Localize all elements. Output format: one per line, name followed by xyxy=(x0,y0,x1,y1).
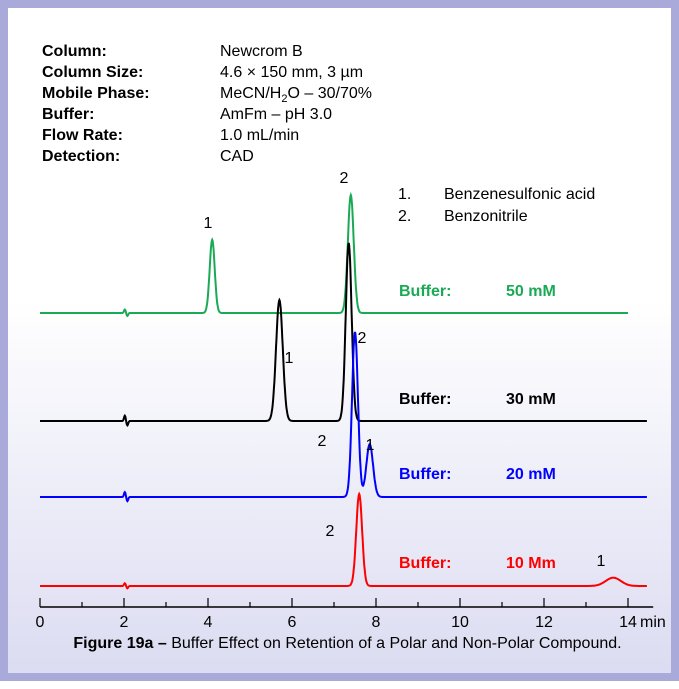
x-tick-label: 2 xyxy=(120,614,129,631)
trace-30-mm xyxy=(40,242,647,428)
x-tick-label: 8 xyxy=(372,614,381,631)
condition-value-column-size: 4.6 × 150 mm, 3 µm xyxy=(220,64,363,81)
condition-label-column-size: Column Size: xyxy=(42,64,143,81)
figure-caption: Figure 19a – Buffer Effect on Retention … xyxy=(28,634,667,654)
condition-label-column: Column: xyxy=(42,43,107,60)
peak-label-3-2: 2 xyxy=(318,433,327,450)
condition-label-flow-rate: Flow Rate: xyxy=(42,127,123,144)
peak-label-3-1: 1 xyxy=(366,437,375,454)
trace-50-mm xyxy=(40,191,628,318)
x-tick-label: 10 xyxy=(451,614,469,631)
peak-label-2-1: 1 xyxy=(285,350,294,367)
peak-legend: 1. Benzenesulfonic acid 2. Benzonitrile xyxy=(398,186,595,225)
series-buffer-label: Buffer: xyxy=(399,283,451,300)
peak-label-4-1: 1 xyxy=(597,553,606,570)
peak-legend-num-2: 2. xyxy=(398,208,411,225)
series-concentration-label: 20 mM xyxy=(506,466,556,483)
series-concentration-label: 30 mM xyxy=(506,391,556,408)
mobile-phase-post: O – 30/70% xyxy=(287,85,372,102)
x-tick-label: 0 xyxy=(36,614,45,631)
trace-10-mm xyxy=(40,491,647,590)
peak-label-4-2: 2 xyxy=(326,523,335,540)
x-axis-unit-label: min xyxy=(640,614,666,631)
peak-legend-num-1: 1. xyxy=(398,186,411,203)
mobile-phase-pre: MeCN/H xyxy=(220,85,281,102)
x-tick-label: 14 xyxy=(619,614,637,631)
condition-label-mobile-phase: Mobile Phase: xyxy=(42,85,150,102)
caption-text: Buffer Effect on Retention of a Polar an… xyxy=(166,635,622,652)
chart-svg: Column: Newcrom B Column Size: 4.6 × 150… xyxy=(36,43,666,631)
mobile-phase-sub: 2 xyxy=(281,93,287,105)
trace-20-mm xyxy=(40,331,647,503)
series-labels: Buffer: 50 mM Buffer: 30 mM Buffer: 20 mM Buff… xyxy=(399,283,556,572)
series-concentration-label: 10 Mm xyxy=(506,555,556,572)
condition-value-flow-rate: 1.0 mL/min xyxy=(220,127,299,144)
peak-label-1-2: 2 xyxy=(340,170,349,187)
peak-legend-name-2: Benzonitrile xyxy=(444,208,528,225)
conditions-block: Column: Newcrom B Column Size: 4.6 × 150… xyxy=(42,43,372,165)
x-axis: 0 2 4 6 8 10 12 14 min xyxy=(36,598,666,631)
series-buffer-label: Buffer: xyxy=(399,555,451,572)
series-concentration-label: 50 mM xyxy=(506,283,556,300)
x-tick-label: 12 xyxy=(535,614,553,631)
x-tick-label: 4 xyxy=(204,614,213,631)
chromatogram-traces xyxy=(40,191,647,590)
condition-value-detection: CAD xyxy=(220,148,254,165)
condition-label-buffer: Buffer: xyxy=(42,106,94,123)
condition-value-mobile-phase: MeCN/H2O – 30/70% xyxy=(220,85,372,105)
peak-legend-name-1: Benzenesulfonic acid xyxy=(444,186,595,203)
condition-value-buffer: AmFm – pH 3.0 xyxy=(220,106,332,123)
peak-labels: 1 2 1 2 2 1 2 1 xyxy=(204,170,606,570)
x-tick-label: 6 xyxy=(288,614,297,631)
condition-label-detection: Detection: xyxy=(42,148,120,165)
peak-label-2-2: 2 xyxy=(358,330,367,347)
peak-label-1-1: 1 xyxy=(204,215,213,232)
series-buffer-label: Buffer: xyxy=(399,391,451,408)
condition-value-column: Newcrom B xyxy=(220,43,303,60)
caption-figure-number: Figure 19a – xyxy=(73,635,167,652)
series-buffer-label: Buffer: xyxy=(399,466,451,483)
